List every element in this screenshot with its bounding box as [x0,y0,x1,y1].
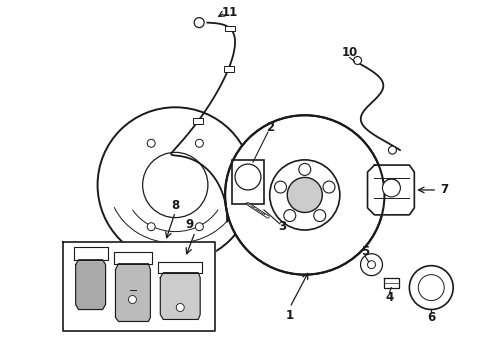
Polygon shape [63,242,215,332]
Text: 3: 3 [278,220,286,233]
Circle shape [235,164,261,190]
Text: 9: 9 [185,218,194,231]
Bar [223,66,234,72]
Bar [194,118,203,124]
Circle shape [368,261,375,269]
Text: 10: 10 [342,46,358,59]
Circle shape [143,152,208,217]
Circle shape [299,163,311,175]
Polygon shape [116,264,150,321]
Circle shape [98,107,253,263]
Text: 6: 6 [427,311,436,324]
Text: 8: 8 [171,199,179,212]
Circle shape [314,210,326,221]
Circle shape [147,223,155,231]
Circle shape [194,18,204,28]
Polygon shape [160,273,200,319]
Circle shape [409,266,453,310]
Polygon shape [75,260,105,310]
Polygon shape [368,165,415,215]
Circle shape [225,115,385,275]
Polygon shape [385,278,399,288]
Circle shape [418,275,444,301]
Circle shape [323,181,335,193]
Circle shape [389,146,396,154]
Circle shape [361,254,383,276]
Bar [232,160,264,204]
Text: 4: 4 [385,291,393,304]
Polygon shape [74,247,107,260]
Text: 2: 2 [266,121,274,134]
Text: 1: 1 [286,309,294,322]
Circle shape [147,139,155,147]
Circle shape [354,57,362,64]
Circle shape [196,139,203,147]
Text: 7: 7 [440,184,448,197]
Circle shape [128,296,136,303]
Bar [225,26,235,31]
Circle shape [176,303,184,311]
Circle shape [274,181,287,193]
Circle shape [383,179,400,197]
Text: 11: 11 [222,6,238,19]
Text: 5: 5 [362,245,369,258]
Circle shape [284,210,296,221]
Circle shape [270,160,340,230]
Polygon shape [114,252,152,264]
Circle shape [287,177,322,212]
Circle shape [196,223,203,231]
Polygon shape [158,262,202,273]
